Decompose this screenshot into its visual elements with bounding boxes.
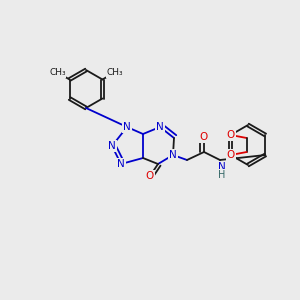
Text: O: O xyxy=(146,171,154,181)
Text: N: N xyxy=(156,122,164,132)
Text: N: N xyxy=(117,159,125,169)
Text: N: N xyxy=(169,150,177,160)
Text: O: O xyxy=(226,130,235,140)
Text: N: N xyxy=(108,141,116,151)
Text: N: N xyxy=(218,162,226,172)
Text: O: O xyxy=(226,150,235,160)
Text: H: H xyxy=(218,170,226,180)
Text: O: O xyxy=(200,132,208,142)
Text: N: N xyxy=(123,122,131,132)
Text: CH₃: CH₃ xyxy=(49,68,66,77)
Text: CH₃: CH₃ xyxy=(106,68,123,77)
